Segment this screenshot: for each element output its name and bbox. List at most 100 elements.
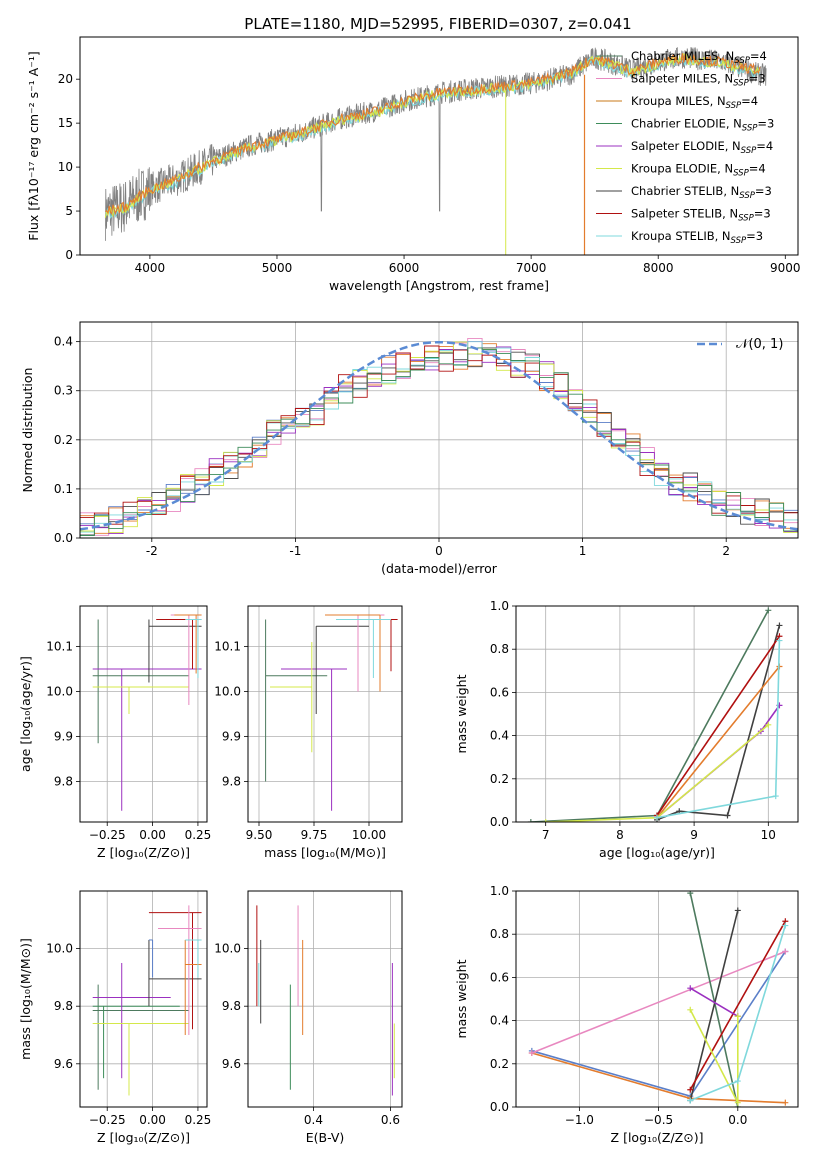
legend-entry: Chabrier ELODIE, NSSP=3 <box>631 117 774 134</box>
legend-text: Kroupa STELIB, N <box>631 229 731 243</box>
y-axis-label: Flux [fλ10⁻¹⁷ erg cm⁻² s⁻¹ A⁻¹] <box>26 51 41 240</box>
legend-value: =3 <box>757 117 774 131</box>
plot-area <box>265 614 398 811</box>
legend-value: =4 <box>741 94 758 108</box>
legend-entry: Kroupa MILES, NSSP=4 <box>631 94 758 111</box>
data-marker <box>782 1099 789 1106</box>
legend-value: =4 <box>749 162 766 176</box>
axes-frame <box>515 890 799 1108</box>
x-tick-label: 9000 <box>770 261 801 275</box>
plot-area <box>104 47 767 255</box>
model-fit-line <box>105 53 761 216</box>
y-tick-label: 9.9 <box>54 730 73 744</box>
x-tick-label: −1.0 <box>565 1113 594 1127</box>
plot-area <box>528 891 789 1107</box>
y-tick-label: 5 <box>65 204 73 218</box>
y-tick-label: 10.0 <box>46 685 73 699</box>
figure-title: PLATE=1180, MJD=52995, FIBERID=0307, z=0… <box>244 15 631 33</box>
y-axis-label: mass [log₁₀(M/M⊙)] <box>18 938 33 1060</box>
data-marker <box>528 1050 535 1056</box>
legend-entry: Kroupa ELODIE, NSSP=4 <box>631 162 766 179</box>
legend-subscript: SSP <box>734 56 750 66</box>
mass-weight-line <box>545 724 769 822</box>
axes-frame <box>79 890 208 1108</box>
x-tick-label: 9.50 <box>246 828 273 842</box>
massweight-vs-age-panel: 7 8 9 10 0.0 0.2 0.4 0.6 0.8 1.0 age [log₁₀(age/yr… <box>454 599 799 860</box>
legend-entry: Chabrier STELIB, NSSP=3 <box>631 184 772 201</box>
x-tick-label: 0.00 <box>139 1113 166 1127</box>
y-tick-label: 0.2 <box>490 1057 509 1071</box>
y-tick-label: 10 <box>58 160 73 174</box>
x-tick-label: 0.6 <box>381 1113 400 1127</box>
mass-weight-line <box>689 920 786 1091</box>
x-tick-label: −0.25 <box>89 1113 126 1127</box>
data-marker <box>776 637 783 644</box>
y-tick-label: 10.0 <box>214 685 241 699</box>
legend-value: =3 <box>749 72 766 86</box>
y-tick-label: 0.4 <box>54 335 73 349</box>
legend-text: Kroupa MILES, N <box>631 94 726 108</box>
data-marker <box>776 622 783 629</box>
mass-weight-line <box>656 635 781 816</box>
y-tick-label: 10.1 <box>214 640 241 654</box>
data-marker <box>527 819 534 822</box>
legend-entry: 𝒩(0, 1) <box>736 337 783 352</box>
x-axis-label: (data-model)/error <box>381 561 498 576</box>
x-tick-label: 6000 <box>389 261 420 275</box>
legend-subscript: SSP <box>726 101 742 111</box>
data-marker <box>772 793 779 800</box>
data-marker <box>687 1097 694 1104</box>
mass-weight-line <box>656 704 781 819</box>
spectrum-panel: 4000 5000 6000 7000 8000 9000 0 5 10 15 20 waveleng… <box>26 36 801 293</box>
x-axis-label: Z [log₁₀(Z/Z⊙)] <box>97 1130 190 1145</box>
x-tick-label: 8000 <box>643 261 674 275</box>
y-tick-label: 9.6 <box>54 1057 73 1071</box>
mass-vs-metallicity-panel: −0.25 0.00 0.25 9.6 9.8 10.0 Z [log₁₀(Z/Z⊙)] ma… <box>18 890 211 1145</box>
y-tick-label: 1.0 <box>490 599 509 613</box>
age-vs-mass-panel: 9.50 9.75 10.00 9.8 9.9 10.0 10.1 mass [log₁₀(M… <box>214 605 403 860</box>
x-axis-label: wavelength [Angstrom, rest frame] <box>329 278 549 293</box>
x-tick-label: 4000 <box>135 261 166 275</box>
y-tick-label: 15 <box>58 116 73 130</box>
x-axis-label: age [log₁₀(age/yr)] <box>599 845 715 860</box>
data-marker <box>687 1006 694 1013</box>
x-tick-label: 9.75 <box>301 828 328 842</box>
legend-subscript: SSP <box>739 191 755 201</box>
age-vs-metallicity-panel: −0.25 0.00 0.25 9.8 9.9 10.0 10.1 Z [log₁₀(Z/Z⊙… <box>18 605 212 860</box>
legend-text: Chabrier STELIB, N <box>631 184 739 198</box>
data-marker <box>734 1099 741 1106</box>
mass-weight-line <box>689 893 739 1107</box>
y-tick-label: 9.9 <box>222 730 241 744</box>
y-axis-label: mass weight <box>454 959 469 1038</box>
data-marker <box>542 819 549 822</box>
x-tick-label: 7000 <box>516 261 547 275</box>
axes-frame <box>79 321 799 539</box>
y-tick-label: 9.8 <box>222 999 241 1013</box>
y-tick-label: 0.0 <box>490 1100 509 1114</box>
y-tick-label: 0.6 <box>490 970 509 984</box>
data-marker <box>782 922 789 929</box>
data-marker <box>734 907 741 914</box>
legend-subscript: SSP <box>731 236 747 246</box>
y-tick-label: 0.8 <box>490 642 509 656</box>
legend-entry: Salpeter ELODIE, NSSP=4 <box>631 139 773 156</box>
legend-value: =4 <box>756 139 773 153</box>
observed-spectrum-line <box>105 47 767 241</box>
y-tick-label: 0.1 <box>54 482 73 496</box>
legend-value: =3 <box>754 207 771 221</box>
y-tick-label: 0.0 <box>54 531 73 545</box>
legend-entry: Salpeter MILES, NSSP=3 <box>631 72 766 89</box>
x-tick-label: -2 <box>146 544 158 558</box>
y-tick-label: 10.0 <box>214 942 241 956</box>
data-marker <box>734 1013 741 1020</box>
x-tick-label: -1 <box>289 544 301 558</box>
data-marker <box>654 814 660 821</box>
x-tick-label: 7 <box>542 828 550 842</box>
y-tick-label: 0.4 <box>490 729 509 743</box>
residuals-panel: -2 -1 0 1 2 0.0 0.1 0.2 0.3 0.4 (data-model)/error… <box>20 321 799 576</box>
residual-histogram <box>80 347 798 538</box>
x-tick-label: 0.25 <box>185 828 212 842</box>
x-tick-label: −0.5 <box>644 1113 673 1127</box>
x-axis-label: E(B-V) <box>306 1130 345 1145</box>
